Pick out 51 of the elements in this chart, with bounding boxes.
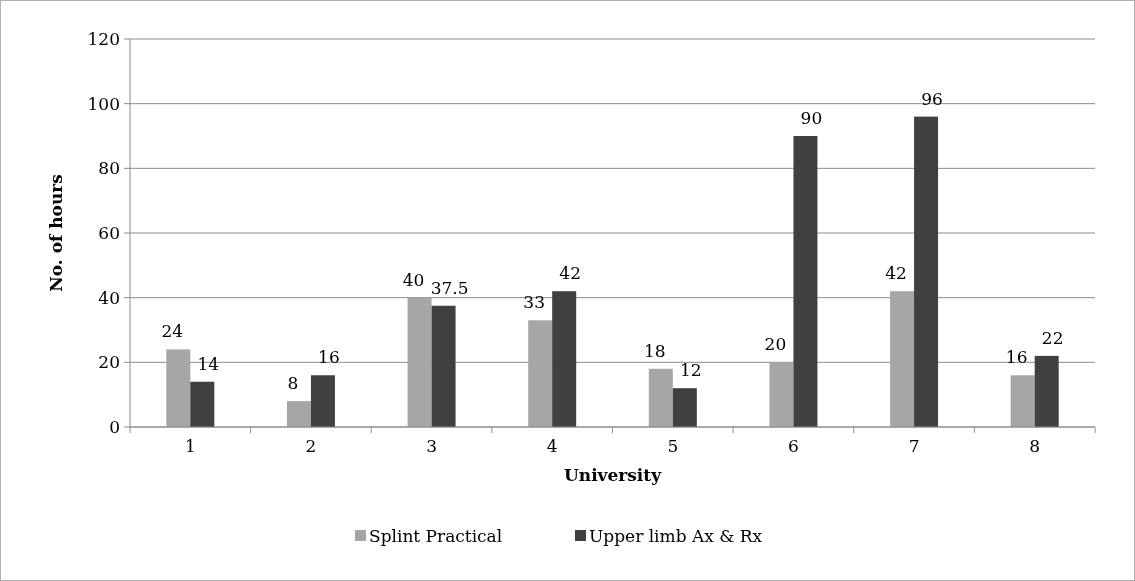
- data-label: 42: [559, 263, 582, 284]
- bar: [914, 116, 939, 427]
- y-tick-label: 120: [87, 28, 120, 49]
- bar: [1034, 355, 1059, 427]
- data-label: 37.5: [430, 277, 469, 298]
- x-tick-label: 2: [305, 436, 317, 456]
- data-label: 90: [800, 108, 823, 128]
- data-label: 14: [197, 353, 220, 374]
- x-tick-label: 7: [908, 436, 920, 456]
- legend-label: Upper limb Ax & Rx: [589, 525, 763, 546]
- bar: [769, 362, 794, 427]
- data-label: 96: [921, 88, 943, 109]
- bar: [648, 368, 673, 427]
- y-axis-title: No. of hours: [46, 174, 66, 292]
- y-tick-label: 80: [98, 158, 120, 179]
- data-label: 16: [1005, 347, 1028, 368]
- bar: [310, 375, 335, 427]
- data-label: 42: [885, 263, 907, 284]
- bar: [286, 401, 311, 427]
- y-tick-label: 20: [98, 352, 120, 373]
- data-label: 40: [402, 269, 425, 290]
- data-label: 18: [643, 340, 666, 361]
- bar: [1010, 375, 1035, 427]
- y-tick-label: 40: [98, 287, 120, 308]
- y-tick-label: 0: [109, 416, 120, 437]
- x-tick-label: 1: [184, 436, 196, 456]
- x-axis-title: University: [563, 465, 663, 485]
- bar: [890, 291, 915, 427]
- x-tick-label: 3: [426, 436, 437, 456]
- bar: [528, 320, 553, 427]
- y-tick-label: 60: [98, 222, 120, 243]
- data-label: 33: [523, 292, 546, 313]
- data-label: 12: [679, 360, 702, 381]
- data-label: 20: [764, 334, 787, 355]
- bar: [190, 381, 215, 427]
- bar: [166, 349, 191, 427]
- legend-label: Splint Practical: [369, 525, 503, 546]
- bar: [431, 305, 456, 427]
- data-label: 24: [161, 321, 184, 342]
- x-tick-label: 8: [1029, 436, 1041, 456]
- y-tick-label: 100: [87, 93, 120, 114]
- data-label: 8: [287, 373, 299, 394]
- bar: [793, 136, 818, 427]
- x-tick-label: 4: [546, 436, 558, 456]
- bar: [407, 297, 432, 427]
- bar: [552, 291, 577, 427]
- bar: [672, 388, 697, 427]
- x-tick-label: 6: [788, 436, 799, 456]
- x-tick-label: 5: [667, 436, 679, 456]
- data-label: 22: [1041, 327, 1064, 348]
- data-label: 16: [318, 347, 340, 368]
